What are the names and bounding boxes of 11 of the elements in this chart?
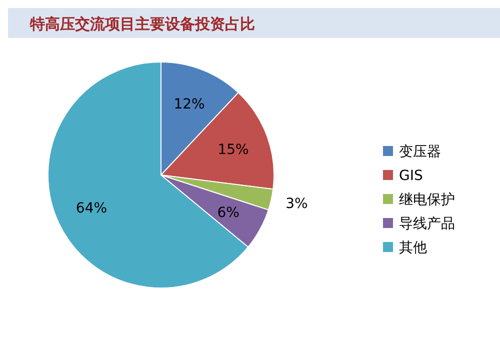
legend-label: 导线产品 [399, 216, 455, 232]
data-label: 12% [174, 96, 205, 112]
data-label: 3% [286, 196, 308, 212]
data-label: 6% [217, 204, 240, 221]
data-label: 64% [76, 200, 108, 217]
legend-label: GIS [399, 168, 423, 184]
legend-label: 变压器 [399, 144, 441, 160]
chart-title: 特高压交流项目主要设备投资占比 [29, 15, 255, 33]
legend-label: 继电保护 [399, 192, 455, 208]
legend-label: 其他 [399, 240, 427, 256]
data-label: 15% [218, 142, 249, 158]
